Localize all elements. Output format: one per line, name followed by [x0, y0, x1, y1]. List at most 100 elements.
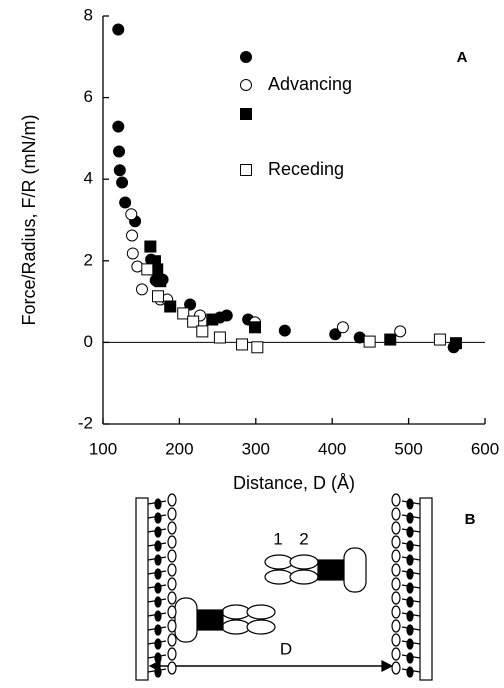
lipid-head — [167, 647, 177, 661]
data-point — [249, 321, 262, 334]
lipid-head — [167, 563, 177, 577]
data-point — [196, 325, 209, 338]
data-point — [329, 328, 342, 341]
y-tick-label: 0 — [84, 332, 93, 351]
data-point — [449, 337, 462, 350]
data-point — [125, 208, 138, 221]
data-point — [113, 164, 126, 177]
y-tick-label: 4 — [84, 169, 93, 188]
data-point — [433, 333, 446, 346]
data-point — [126, 247, 139, 260]
lipid-head — [167, 507, 177, 521]
lipid-head — [391, 591, 401, 605]
protein-domain — [289, 554, 319, 570]
lipid-head — [167, 521, 177, 535]
data-point — [336, 321, 349, 334]
lipid-head — [167, 493, 177, 507]
lipid-head — [167, 661, 177, 675]
data-point — [112, 120, 125, 133]
lipid-head — [391, 535, 401, 549]
lipid-body — [406, 582, 414, 594]
lipid-head — [391, 493, 401, 507]
lipid-head — [167, 591, 177, 605]
data-point — [394, 325, 407, 338]
lipid-head — [391, 633, 401, 647]
protein-linker — [317, 559, 345, 581]
protein-domain — [221, 619, 251, 635]
lipid-head — [167, 605, 177, 619]
panel-label: A — [457, 49, 468, 66]
lipid-body — [154, 568, 162, 580]
y-tick-label: -2 — [78, 413, 93, 432]
lipid-head — [391, 507, 401, 521]
lipid-body — [406, 652, 414, 664]
x-tick-label: 200 — [165, 439, 193, 458]
data-point — [184, 298, 197, 311]
data-point — [363, 335, 376, 348]
protein-domain — [246, 604, 276, 620]
lipid-body — [154, 554, 162, 566]
data-point — [135, 283, 148, 296]
surface-plate — [135, 497, 149, 681]
x-axis-title: Distance, D (Å) — [233, 473, 355, 493]
data-point — [353, 331, 366, 344]
data-point — [126, 229, 139, 242]
y-tick-label: 2 — [84, 250, 93, 269]
protein-anchor — [343, 547, 367, 593]
data-point — [116, 176, 129, 189]
data-point — [113, 145, 126, 158]
protein-domain — [264, 569, 294, 585]
legend-label: Receding — [268, 159, 344, 179]
data-point — [278, 324, 291, 337]
lipid-body — [406, 666, 414, 678]
lipid-body — [406, 610, 414, 622]
lipid-body — [154, 526, 162, 538]
lipid-body — [154, 624, 162, 636]
data-point — [177, 307, 190, 320]
lipid-body — [154, 666, 162, 678]
protein-domain — [289, 569, 319, 585]
lipid-head — [391, 563, 401, 577]
lipid-body — [154, 638, 162, 650]
data-point — [112, 23, 125, 36]
data-point — [154, 275, 167, 288]
lipid-head — [391, 661, 401, 675]
lipid-body — [406, 554, 414, 566]
y-axis-title: Force/Radius, F/R (mN/m) — [19, 114, 39, 325]
lipid-body — [154, 610, 162, 622]
lipid-body — [154, 498, 162, 510]
lipid-body — [154, 582, 162, 594]
x-tick-label: 300 — [242, 439, 270, 458]
data-point — [164, 300, 177, 313]
lipid-body — [406, 596, 414, 608]
lipid-body — [406, 540, 414, 552]
domain-label: 1 — [273, 529, 282, 548]
lipid-body — [406, 512, 414, 524]
data-point — [236, 338, 249, 351]
data-point — [206, 313, 219, 326]
lipid-head — [167, 633, 177, 647]
legend-label: Advancing — [268, 74, 352, 94]
x-tick-label: 400 — [318, 439, 346, 458]
data-point — [213, 331, 226, 344]
data-point — [119, 196, 132, 209]
protein-domain — [246, 619, 276, 635]
x-tick-label: 500 — [394, 439, 422, 458]
lipid-body — [406, 638, 414, 650]
lipid-head — [391, 647, 401, 661]
y-tick-label: 6 — [84, 87, 93, 106]
lipid-body — [406, 526, 414, 538]
protein-domain — [221, 604, 251, 620]
legend-marker — [240, 108, 252, 120]
data-point — [144, 240, 157, 253]
arrow-head — [381, 660, 394, 672]
x-tick-label: 100 — [89, 439, 117, 458]
lipid-body — [154, 540, 162, 552]
panel-label: B — [465, 511, 476, 528]
lipid-head — [391, 521, 401, 535]
legend-marker — [240, 164, 252, 176]
legend-marker — [240, 79, 252, 91]
legend-marker — [240, 51, 252, 63]
lipid-head — [391, 549, 401, 563]
